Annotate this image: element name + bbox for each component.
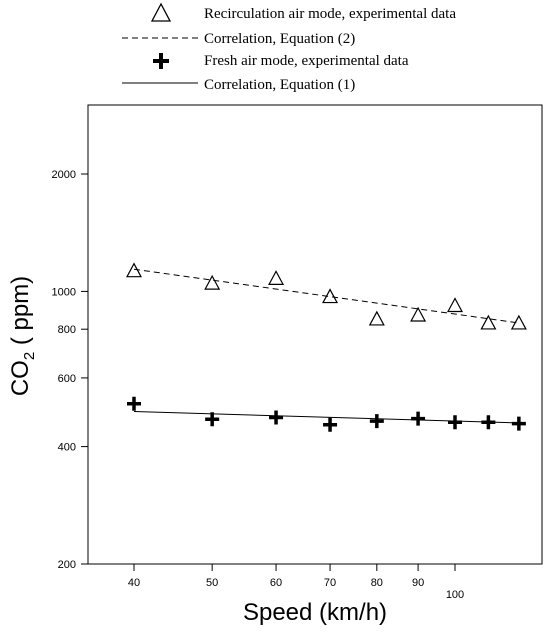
legend-triangle-marker xyxy=(150,2,172,22)
recirculation-data-point xyxy=(268,270,285,285)
recirculation-data-point xyxy=(204,274,221,290)
fresh-air-data-point xyxy=(481,415,496,430)
fresh-air-data-point xyxy=(127,396,141,411)
y-tick-label: 2000 xyxy=(52,169,76,181)
x-tick-label: 80 xyxy=(371,577,383,589)
legend-label-recirculation-data: Recirculation air mode, experimental dat… xyxy=(204,6,456,22)
y-tick-label: 600 xyxy=(58,373,76,385)
y-tick-label: 800 xyxy=(58,324,76,336)
recirculation-data-point xyxy=(410,306,427,322)
recirculation-data-point xyxy=(446,297,464,313)
recirculation-data-point xyxy=(125,262,143,278)
fresh-air-data-point xyxy=(511,416,526,431)
y-tick-label: 400 xyxy=(58,442,76,454)
y-tick-label: 1000 xyxy=(52,286,76,298)
fresh-air-data-point xyxy=(323,417,338,432)
legend-entry-fresh-data: Fresh air mode, experimental data xyxy=(153,53,409,69)
fresh-air-data-point xyxy=(448,415,462,430)
series-layer xyxy=(125,262,527,432)
x-tick-label: 100 xyxy=(446,589,464,601)
x-tick-label: 90 xyxy=(412,577,424,589)
fresh-air-data-point xyxy=(269,410,284,425)
recirculation-data-point xyxy=(322,288,339,304)
y-axis-title-subscript: 2 xyxy=(21,352,38,360)
fresh-air-data-point xyxy=(205,412,220,427)
legend: Recirculation air mode, experimental dat… xyxy=(122,2,456,93)
legend-label-equation-1: Correlation, Equation (1) xyxy=(204,77,355,93)
recirculation-data-point xyxy=(480,314,497,330)
x-tick-label: 50 xyxy=(206,577,218,589)
recirculation-data-point xyxy=(510,314,527,330)
fresh-air-data-point xyxy=(369,414,384,429)
legend-entry-recirculation-data: Recirculation air mode, experimental dat… xyxy=(150,2,456,22)
legend-plus-marker xyxy=(153,53,169,69)
y-axis-title-rest: ( ppm) xyxy=(7,276,34,352)
y-axis-title-main: CO xyxy=(7,360,34,396)
plot-frame xyxy=(87,104,543,565)
x-tick-label: 70 xyxy=(324,577,336,589)
x-axis-title: Speed (km/h) xyxy=(243,599,387,626)
fresh-air-data-point xyxy=(411,411,426,426)
y-axis-ticks: 200 400 600 800 1000 2000 xyxy=(52,169,88,571)
legend-label-fresh-data: Fresh air mode, experimental data xyxy=(204,53,409,69)
y-tick-label: 200 xyxy=(58,559,76,571)
legend-label-equation-2: Correlation, Equation (2) xyxy=(204,31,355,47)
x-tick-label: 60 xyxy=(270,577,282,589)
recirculation-data-point xyxy=(368,310,385,326)
x-axis-ticks: 40 50 60 70 80 90 100 xyxy=(128,564,464,601)
x-tick-label: 40 xyxy=(128,577,140,589)
legend-entry-equation-1: Correlation, Equation (1) xyxy=(122,77,355,93)
y-axis-title: CO2 ( ppm) xyxy=(7,276,38,396)
legend-entry-equation-2: Correlation, Equation (2) xyxy=(122,31,355,47)
